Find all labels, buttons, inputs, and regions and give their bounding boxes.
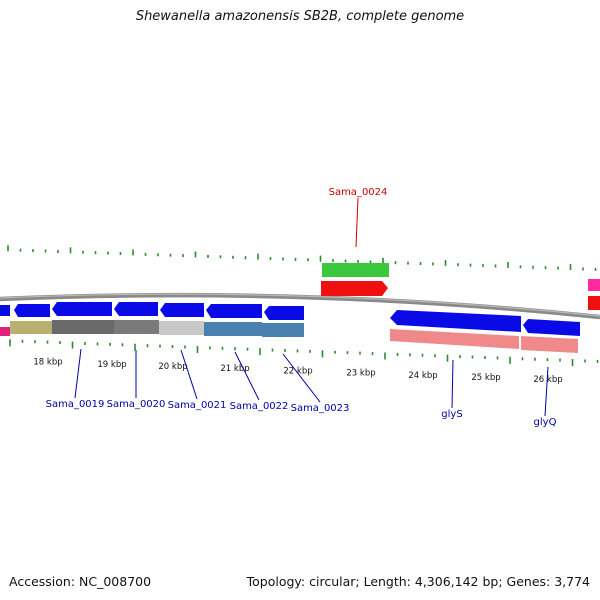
cog-segment <box>262 323 304 337</box>
kbp-label: 18 kbp <box>33 358 62 368</box>
gene-label[interactable]: Sama_0019 <box>46 399 105 410</box>
cog-segment <box>0 327 10 336</box>
cog-segment <box>204 322 262 336</box>
gene-leader-line <box>74 348 82 399</box>
cds-reverse-group-left <box>0 302 304 320</box>
cds-arrow[interactable] <box>206 304 262 318</box>
kbp-scale: 18 kbp 19 kbp 20 kbp 21 kbp 22 kbp 23 kbp 24 k… <box>33 358 562 386</box>
rna-arrow[interactable] <box>588 296 600 310</box>
gene-label[interactable]: glyS <box>441 409 462 420</box>
gene-label[interactable]: Sama_0024 <box>329 187 388 198</box>
cds-arrow[interactable] <box>523 319 580 336</box>
gene-leader-line <box>451 359 454 409</box>
cds-arrow[interactable] <box>390 310 521 332</box>
cds-reverse-group-right <box>390 310 580 353</box>
gene-labels: Sama_0019 Sama_0020 Sama_0021 Sama_0022 Sama… <box>46 187 557 428</box>
gene-label[interactable]: Sama_0021 <box>168 400 227 411</box>
gene-leader-line <box>282 353 321 403</box>
cog-band-left <box>0 320 304 337</box>
kbp-label: 20 kbp <box>158 362 187 372</box>
cog-segment <box>10 321 52 334</box>
gene-label[interactable]: Sama_0023 <box>291 403 350 414</box>
cds-arrow[interactable] <box>264 306 304 320</box>
cog-segment <box>322 263 389 277</box>
kbp-label: 23 kbp <box>346 369 375 379</box>
cog-segment <box>588 279 600 291</box>
kbp-label: 22 kbp <box>283 366 312 376</box>
forward-strand-features <box>321 263 600 310</box>
cds-arrow[interactable] <box>114 302 158 316</box>
kbp-label: 24 kbp <box>408 371 437 381</box>
kbp-label: 25 kbp <box>471 373 500 383</box>
cog-segment <box>390 329 519 349</box>
tick-row-inner <box>9 339 599 367</box>
cog-segment <box>114 320 159 334</box>
cds-arrow[interactable] <box>14 304 50 317</box>
tick-row-outer <box>7 245 597 271</box>
genome-backbone <box>0 292 600 320</box>
gene-leader-line <box>180 349 198 400</box>
genome-backbone-highlight <box>0 293 600 317</box>
cds-arrow[interactable] <box>160 303 204 317</box>
map-title: Shewanella amazonensis SB2B, complete ge… <box>135 9 465 24</box>
cog-segment <box>521 336 578 353</box>
kbp-label: 19 kbp <box>97 360 126 370</box>
gene-leader-line <box>355 197 359 248</box>
gene-leader-line <box>544 366 549 417</box>
genome-stats-text: Topology: circular; Length: 4,306,142 bp… <box>246 574 590 589</box>
accession-text: Accession: NC_008700 <box>9 574 152 589</box>
kbp-label: 26 kbp <box>533 375 562 385</box>
gene-label[interactable]: Sama_0022 <box>230 401 289 412</box>
rna-arrow[interactable] <box>321 281 388 296</box>
cds-arrow[interactable] <box>52 302 112 316</box>
cog-segment <box>159 321 204 335</box>
kbp-label: 21 kbp <box>220 364 249 374</box>
cds-arrow[interactable] <box>0 305 10 316</box>
gene-leader-line <box>234 351 260 401</box>
gene-label[interactable]: Sama_0020 <box>107 399 166 410</box>
gene-label[interactable]: glyQ <box>534 417 557 428</box>
cog-segment <box>52 320 114 334</box>
